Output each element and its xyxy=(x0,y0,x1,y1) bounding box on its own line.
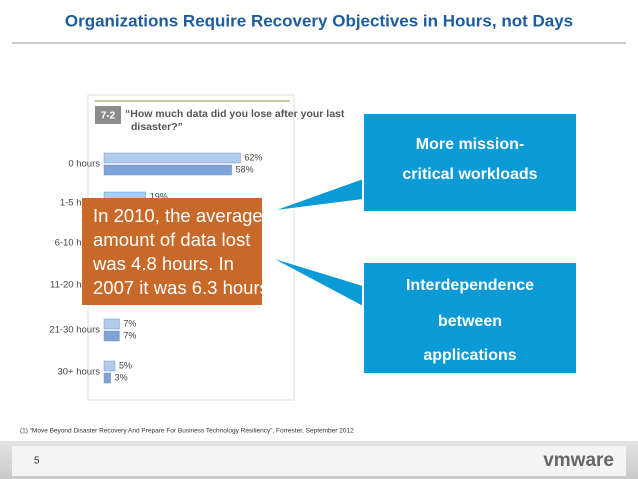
callouts: In 2010, the average amount of data lost w… xyxy=(82,112,578,375)
category-label: 1-5 hours xyxy=(60,198,100,209)
figure-label-box xyxy=(95,106,121,124)
category-label: 30+ hours xyxy=(57,367,100,378)
bar xyxy=(103,372,111,384)
overlay-text: In 2010, the average xyxy=(93,205,263,226)
category-label: 0 hours xyxy=(68,159,100,170)
value-label: 3% xyxy=(115,372,128,382)
footer-panel xyxy=(12,446,626,476)
overlay-text: amount of data lost xyxy=(93,229,250,250)
callout-text: Interdependence xyxy=(406,277,534,294)
callout-text: More mission- xyxy=(416,136,524,153)
overlay-box xyxy=(82,198,262,305)
callout-box xyxy=(362,112,578,213)
pointer xyxy=(262,212,268,250)
value-label: 7% xyxy=(123,318,136,328)
value-label: 5% xyxy=(119,360,132,370)
callout-text: applications xyxy=(423,347,516,364)
bar xyxy=(103,318,120,330)
category-label: 21-30 hours xyxy=(49,325,100,336)
bar-chart: 0 hours 1-5 hours 6-10 hours 11-20 hours 21-… xyxy=(49,152,262,384)
page-number: 5 xyxy=(34,456,40,467)
footnote: (1) “Move Beyond Disaster Recovery And P… xyxy=(20,428,354,435)
value-label: 7% xyxy=(123,330,136,340)
callout-text: between xyxy=(438,313,502,330)
overlay-text: was 4.8 hours. In xyxy=(92,253,234,274)
value-label: 62% xyxy=(244,152,262,162)
slide-title: Organizations Require Recovery Objective… xyxy=(65,11,573,30)
bar xyxy=(103,360,116,372)
tail-join xyxy=(365,270,369,290)
figure-question: disaster?” xyxy=(131,121,183,133)
category-label: 6-10 hours xyxy=(55,238,101,249)
callout-box xyxy=(362,261,578,375)
callout-text: critical workloads xyxy=(402,166,537,183)
bar xyxy=(103,330,120,342)
bar xyxy=(103,164,232,176)
overlay-text: 2007 it was 6.3 hours. xyxy=(93,277,274,298)
tail-join xyxy=(365,170,369,205)
bar xyxy=(103,152,241,164)
logo: vmware xyxy=(543,450,614,471)
value-label: 19% xyxy=(150,191,168,201)
figure-label: 7-2 xyxy=(101,111,116,122)
value-label: 58% xyxy=(236,164,254,174)
figure-question: “How much data did you lose after your l… xyxy=(125,108,345,120)
category-label: 11-20 hours xyxy=(50,280,100,291)
